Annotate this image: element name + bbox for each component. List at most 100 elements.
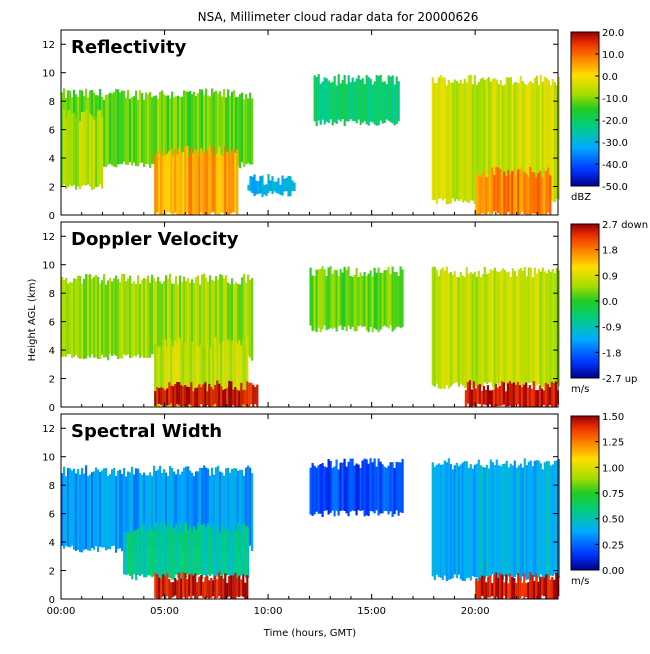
echo-column (159, 522, 162, 578)
echo-column (228, 380, 231, 407)
echo-column (437, 275, 440, 389)
echo-column (243, 523, 246, 576)
echo-column (212, 344, 215, 407)
echo-column (210, 151, 213, 213)
y-tick-label: 12 (42, 40, 55, 51)
echo-column (477, 81, 480, 200)
echo-column (443, 77, 446, 199)
echo-column (535, 177, 538, 214)
echo-column (519, 463, 522, 581)
echo-column (538, 385, 541, 407)
echo-column (495, 79, 498, 205)
echo-column (373, 458, 376, 514)
echo-column (176, 580, 179, 599)
echo-column (545, 78, 548, 203)
echo-column (247, 98, 250, 163)
echo-region (61, 109, 104, 190)
echo-column (555, 572, 558, 599)
colorbar-tick-label: -30.0 (602, 138, 628, 149)
echo-column (195, 277, 198, 361)
echo-column (190, 341, 193, 407)
echo-column (517, 465, 520, 580)
echo-column (196, 151, 199, 214)
echo-column (105, 284, 108, 358)
echo-column (145, 279, 148, 358)
echo-column (91, 472, 94, 548)
echo-column (465, 82, 468, 203)
echo-column (501, 574, 504, 599)
echo-column (131, 283, 134, 358)
echo-column (156, 151, 159, 213)
echo-column (241, 92, 244, 163)
echo-column (525, 276, 528, 388)
echo-column (459, 271, 462, 385)
x-tick-label: 10:00 (254, 606, 283, 617)
echo-column (245, 467, 248, 551)
echo-column (156, 346, 159, 407)
echo-column (214, 155, 217, 215)
echo-column (131, 529, 134, 580)
echo-column (186, 386, 189, 407)
echo-column (475, 84, 478, 198)
echo-column (135, 529, 138, 581)
echo-column (351, 276, 354, 327)
echo-column (87, 476, 90, 551)
echo-column (313, 275, 316, 331)
echo-column (259, 176, 262, 194)
y-tick-label: 12 (42, 232, 55, 243)
echo-column (471, 84, 474, 201)
echo-column (490, 390, 493, 407)
echo-column (500, 381, 503, 406)
echo-column (455, 462, 458, 579)
echo-column (329, 266, 332, 328)
echo-column (165, 95, 168, 169)
echo-column (543, 462, 546, 579)
y-tick-label: 8 (49, 481, 55, 492)
echo-column (160, 387, 163, 406)
echo-column (433, 466, 436, 581)
echo-column (553, 460, 556, 575)
echo-column (212, 146, 215, 212)
echo-column (193, 526, 196, 578)
echo-column (197, 275, 200, 359)
echo-column (224, 573, 227, 599)
echo-column (321, 463, 324, 518)
echo-column (159, 281, 162, 354)
echo-column (518, 385, 521, 407)
echo-column (139, 527, 142, 577)
echo-column (109, 277, 112, 354)
echo-column (363, 84, 366, 122)
echo-column (63, 280, 66, 357)
panel-2: Doppler Velocity 0 2 4 6 8 10 12 2.7 down 1.8 0.9 0… (42, 220, 648, 414)
echo-column (331, 467, 334, 511)
echo-column (537, 268, 540, 384)
echo-column (379, 461, 382, 514)
echo-column (168, 579, 171, 599)
echo-column (220, 345, 223, 405)
echo-column (443, 270, 446, 389)
echo-column (233, 90, 236, 163)
panel-title: Doppler Velocity (71, 229, 239, 250)
echo-column (523, 171, 526, 214)
echo-column (195, 471, 198, 547)
echo-column (247, 527, 250, 578)
echo-column (395, 461, 398, 511)
echo-column (221, 472, 224, 552)
echo-column (265, 184, 268, 197)
echo-column (199, 284, 202, 358)
echo-column (453, 271, 456, 383)
echo-column (99, 283, 102, 360)
echo-column (537, 173, 540, 215)
echo-column (537, 581, 540, 599)
echo-column (549, 85, 552, 201)
echo-column (437, 77, 440, 199)
echo-column (141, 523, 144, 575)
echo-column (160, 149, 163, 215)
echo-column (494, 383, 497, 406)
echo-column (451, 82, 454, 199)
echo-column (495, 459, 498, 575)
echo-column (371, 84, 374, 123)
echo-column (431, 77, 434, 201)
echo-column (157, 276, 160, 359)
echo-column (504, 391, 507, 407)
